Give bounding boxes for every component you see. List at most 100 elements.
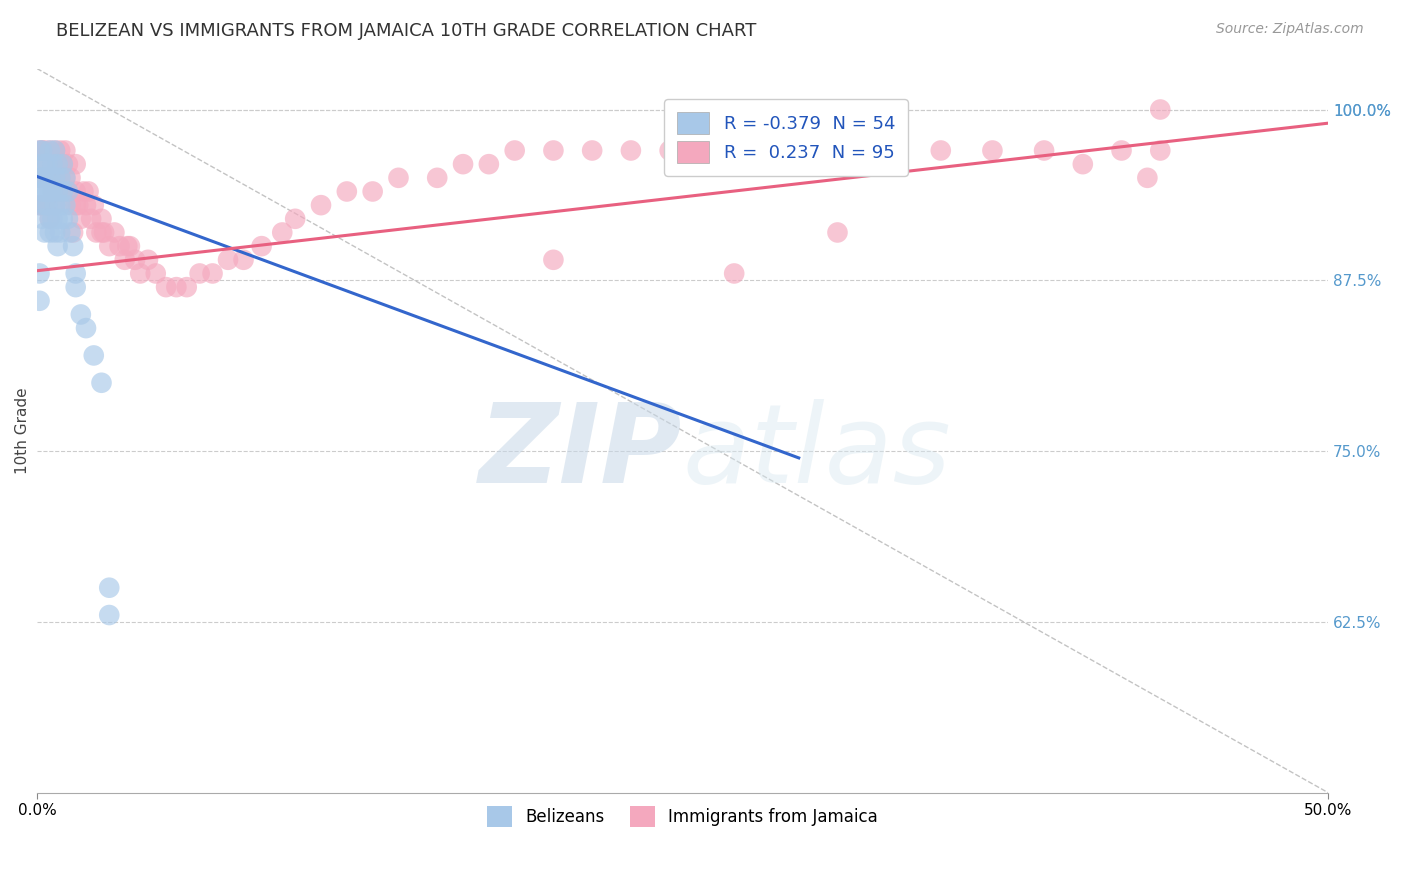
Point <box>37 198 59 212</box>
Point <box>34 185 56 199</box>
Point <box>53 144 76 158</box>
Point <box>46 211 69 226</box>
Point <box>929 144 952 158</box>
Point <box>37 185 59 199</box>
Point <box>31 144 53 158</box>
Point <box>620 144 643 158</box>
Point <box>31 198 53 212</box>
Point <box>77 185 100 199</box>
Point <box>93 226 115 240</box>
Point <box>34 144 56 158</box>
Point <box>309 198 332 212</box>
Point <box>1111 144 1133 158</box>
Point <box>52 185 75 199</box>
Text: BELIZEAN VS IMMIGRANTS FROM JAMAICA 10TH GRADE CORRELATION CHART: BELIZEAN VS IMMIGRANTS FROM JAMAICA 10TH… <box>56 22 756 40</box>
Point <box>38 211 60 226</box>
Point <box>165 280 187 294</box>
Point <box>31 170 53 185</box>
Point <box>56 157 79 171</box>
Point <box>543 252 565 267</box>
Point <box>217 252 239 267</box>
Point <box>118 239 141 253</box>
Point <box>34 170 56 185</box>
Point <box>176 280 198 294</box>
Point <box>38 211 60 226</box>
Point <box>83 198 105 212</box>
Point <box>503 144 526 158</box>
Legend: Belizeans, Immigrants from Jamaica: Belizeans, Immigrants from Jamaica <box>479 798 886 835</box>
Point <box>37 157 59 171</box>
Point <box>981 144 1004 158</box>
Point <box>65 157 87 171</box>
Point <box>65 185 87 199</box>
Point <box>56 185 79 199</box>
Point <box>543 144 565 158</box>
Point <box>53 170 76 185</box>
Point <box>697 144 720 158</box>
Point <box>117 239 139 253</box>
Point <box>62 226 84 240</box>
Point <box>49 170 72 185</box>
Text: Source: ZipAtlas.com: Source: ZipAtlas.com <box>1216 22 1364 37</box>
Point <box>56 211 79 226</box>
Point <box>28 198 51 212</box>
Point <box>108 239 131 253</box>
Point <box>31 170 53 185</box>
Point <box>34 198 56 212</box>
Point <box>103 226 125 240</box>
Point <box>98 239 121 253</box>
Point <box>155 280 177 294</box>
Point <box>70 308 93 322</box>
Point <box>34 226 56 240</box>
Point <box>46 185 69 199</box>
Point <box>34 170 56 185</box>
Point <box>426 170 449 185</box>
Point <box>44 198 66 212</box>
Point <box>38 170 60 185</box>
Point <box>46 185 69 199</box>
Point <box>1136 170 1159 185</box>
Point <box>478 157 501 171</box>
Point <box>44 144 66 158</box>
Point <box>59 226 82 240</box>
Point <box>28 144 51 158</box>
Point <box>451 157 474 171</box>
Point <box>67 198 90 212</box>
Point <box>65 267 87 281</box>
Point <box>28 157 51 171</box>
Point <box>52 185 75 199</box>
Point <box>44 198 66 212</box>
Text: ZIP: ZIP <box>479 399 682 506</box>
Point <box>49 144 72 158</box>
Point <box>827 226 849 240</box>
Point <box>877 144 900 158</box>
Point <box>75 321 97 335</box>
Point <box>59 170 82 185</box>
Point <box>65 280 87 294</box>
Point <box>44 144 66 158</box>
Point <box>65 198 87 212</box>
Point <box>37 170 59 185</box>
Point <box>1149 103 1171 117</box>
Point <box>37 157 59 171</box>
Point <box>1149 144 1171 158</box>
Point <box>37 198 59 212</box>
Point <box>49 170 72 185</box>
Point <box>41 185 63 199</box>
Point <box>735 144 758 158</box>
Point <box>28 198 51 212</box>
Point <box>581 144 603 158</box>
Point <box>232 252 254 267</box>
Point <box>271 226 294 240</box>
Text: atlas: atlas <box>682 399 952 506</box>
Point <box>114 252 136 267</box>
Y-axis label: 10th Grade: 10th Grade <box>15 387 30 474</box>
Point <box>38 170 60 185</box>
Point <box>1071 157 1094 171</box>
Point <box>98 581 121 595</box>
Point <box>53 170 76 185</box>
Point <box>361 185 384 199</box>
Point <box>28 144 51 158</box>
Point <box>53 198 76 212</box>
Point <box>34 198 56 212</box>
